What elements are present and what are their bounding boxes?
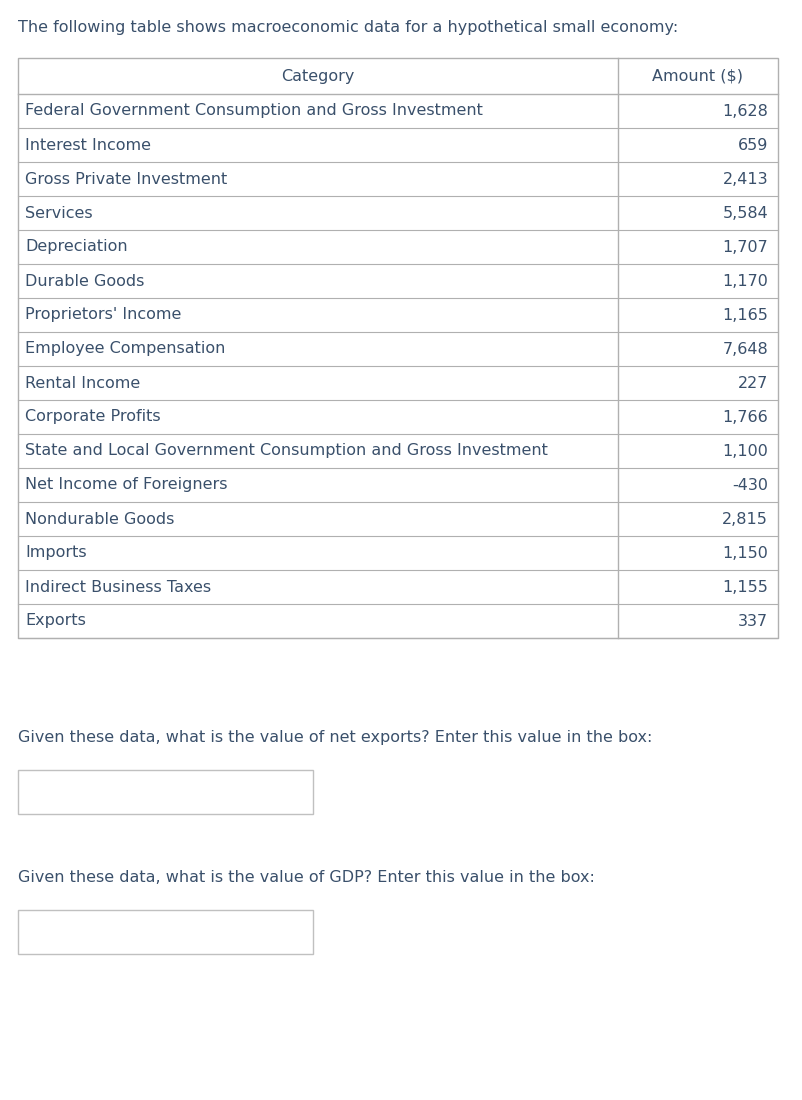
Text: Imports: Imports [25,546,87,561]
Text: 1,150: 1,150 [722,546,768,561]
Text: Federal Government Consumption and Gross Investment: Federal Government Consumption and Gross… [25,103,483,119]
Text: Given these data, what is the value of net exports? Enter this value in the box:: Given these data, what is the value of n… [18,730,652,745]
Text: Rental Income: Rental Income [25,375,140,390]
Text: 2,413: 2,413 [723,172,768,187]
Text: 337: 337 [738,614,768,628]
Text: 1,100: 1,100 [722,443,768,459]
Text: Given these data, what is the value of GDP? Enter this value in the box:: Given these data, what is the value of G… [18,870,595,886]
Text: Corporate Profits: Corporate Profits [25,409,160,425]
Text: 7,648: 7,648 [723,341,768,356]
Text: 1,766: 1,766 [723,409,768,425]
Text: 659: 659 [738,138,768,153]
Text: Services: Services [25,206,92,220]
Text: 1,707: 1,707 [723,240,768,254]
Text: 227: 227 [738,375,768,390]
Text: 1,165: 1,165 [722,308,768,322]
Text: Amount ($): Amount ($) [653,68,743,84]
Text: -430: -430 [732,477,768,493]
Text: Indirect Business Taxes: Indirect Business Taxes [25,580,211,594]
Bar [18,770,313,814]
Text: Depreciation: Depreciation [25,240,128,254]
Text: Exports: Exports [25,614,86,628]
Bar [18,58,778,638]
Bar [18,910,313,954]
Text: Net Income of Foreigners: Net Income of Foreigners [25,477,228,493]
Text: State and Local Government Consumption and Gross Investment: State and Local Government Consumption a… [25,443,548,459]
Text: Gross Private Investment: Gross Private Investment [25,172,227,187]
Text: Employee Compensation: Employee Compensation [25,341,225,356]
Text: Durable Goods: Durable Goods [25,274,144,288]
Text: 1,155: 1,155 [722,580,768,594]
Text: 1,628: 1,628 [722,103,768,119]
Text: 2,815: 2,815 [722,512,768,527]
Text: The following table shows macroeconomic data for a hypothetical small economy:: The following table shows macroeconomic … [18,20,678,35]
Text: Nondurable Goods: Nondurable Goods [25,512,174,527]
Text: 5,584: 5,584 [723,206,768,220]
Text: Proprietors' Income: Proprietors' Income [25,308,181,322]
Text: 1,170: 1,170 [722,274,768,288]
Text: Category: Category [282,68,354,84]
Text: Interest Income: Interest Income [25,138,151,153]
